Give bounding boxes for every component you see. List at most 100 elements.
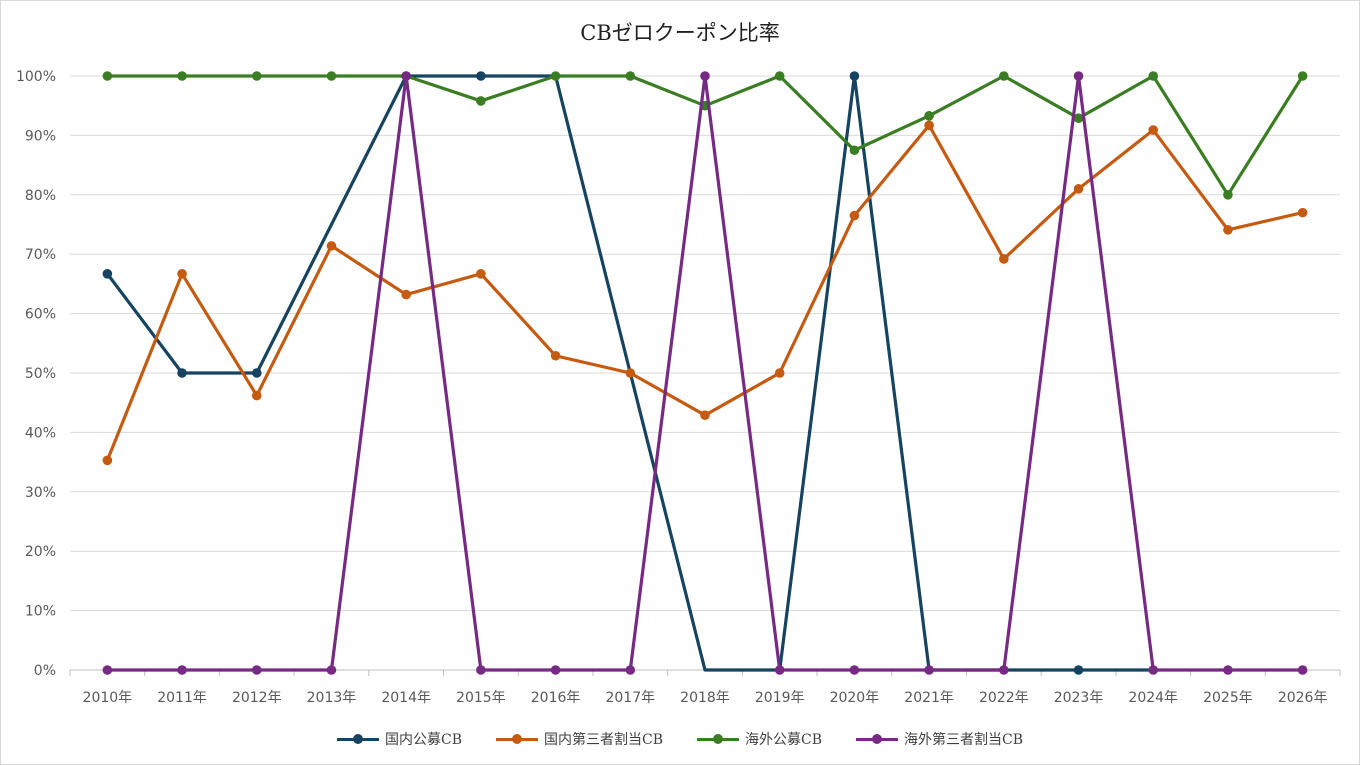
data-point-series-0-10 [849, 71, 860, 81]
y-tick-label-8: 80% [25, 188, 56, 204]
series-group-2 [102, 71, 1308, 200]
x-tick-label-5: 2015年 [456, 690, 506, 706]
series-group-3 [102, 71, 1308, 675]
legend-item-series-2: 海外公募CB [697, 729, 822, 749]
data-point-series-1-9 [774, 368, 785, 378]
data-point-series-2-10 [849, 145, 860, 156]
data-point-series-3-7 [625, 665, 636, 675]
data-point-series-3-12 [999, 665, 1009, 675]
y-tick-label-4: 40% [25, 425, 56, 441]
y-tick-label-0: 0% [34, 663, 56, 679]
data-point-series-2-5 [476, 96, 486, 106]
data-point-series-1-3 [326, 241, 337, 251]
y-tick-label-6: 60% [25, 307, 56, 323]
data-point-series-1-12 [999, 254, 1009, 264]
data-point-series-1-14 [1148, 125, 1159, 135]
data-point-series-2-7 [625, 71, 636, 81]
data-point-series-3-10 [849, 665, 860, 675]
data-point-series-2-0 [102, 71, 113, 81]
legend-label-series-0: 国内公募CB [385, 732, 462, 748]
data-point-series-3-0 [102, 665, 113, 675]
x-tick-label-1: 2011年 [157, 690, 207, 706]
x-tick-label-0: 2010年 [83, 690, 133, 706]
data-point-series-1-11 [924, 120, 934, 131]
axis-layer: 0% 10% 20% 30% 40% 50% 60% 70% 80% 90% 100% 2010年 20… [16, 69, 1341, 706]
data-point-series-1-0 [102, 455, 113, 466]
x-tick-label-15: 2025年 [1203, 690, 1253, 706]
series-layer [102, 71, 1308, 675]
x-tick-label-4: 2014年 [381, 690, 431, 706]
legend-item-series-0: 国内公募CB [337, 729, 462, 749]
data-point-series-3-3 [326, 665, 337, 675]
data-point-series-0-2 [251, 368, 262, 378]
data-point-series-2-16 [1297, 71, 1308, 81]
data-point-series-3-1 [177, 665, 187, 675]
x-tick-label-2: 2012年 [232, 690, 282, 706]
legend: 国内公募CB 国内第三者割当CB 海外公募CB 海外第三者割当CB [1, 729, 1359, 749]
data-point-series-2-2 [251, 71, 262, 81]
data-point-series-2-9 [774, 71, 785, 81]
data-point-series-2-1 [177, 71, 187, 81]
legend-item-series-3: 海外第三者割当CB [856, 729, 1023, 749]
data-point-series-3-6 [550, 665, 561, 675]
data-point-series-1-2 [251, 390, 262, 401]
data-point-series-3-14 [1148, 665, 1159, 675]
data-point-series-2-3 [326, 71, 337, 81]
data-point-series-3-4 [401, 71, 411, 81]
y-tick-label-2: 20% [25, 544, 56, 560]
data-point-series-0-5 [476, 71, 486, 81]
data-point-series-3-2 [251, 665, 262, 675]
data-point-series-1-13 [1073, 184, 1084, 194]
data-point-series-1-4 [401, 289, 411, 300]
data-point-series-2-12 [999, 71, 1009, 81]
chart-title: CBゼロクーポン比率 [580, 21, 780, 45]
x-tick-label-3: 2013年 [307, 690, 357, 706]
data-point-series-2-15 [1223, 190, 1233, 200]
y-tick-label-5: 50% [25, 366, 56, 382]
data-point-series-0-0 [102, 269, 113, 279]
x-tick-label-13: 2023年 [1054, 690, 1104, 706]
data-point-series-1-15 [1223, 225, 1233, 235]
data-point-series-1-7 [625, 368, 636, 378]
legend-item-series-1: 国内第三者割当CB [496, 729, 663, 749]
legend-swatch-series-2 [697, 734, 739, 744]
y-tick-label-7: 70% [25, 247, 56, 263]
data-point-series-3-11 [924, 665, 934, 675]
legend-swatch-series-0 [337, 734, 379, 744]
legend-label-series-2: 海外公募CB [745, 732, 822, 748]
data-point-series-3-16 [1297, 665, 1308, 675]
y-tick-label-3: 30% [25, 485, 56, 501]
data-point-series-1-16 [1297, 207, 1308, 218]
legend-swatch-series-1 [496, 734, 538, 744]
x-tick-label-10: 2020年 [830, 690, 880, 706]
y-tick-label-1: 10% [25, 604, 56, 620]
data-point-series-2-11 [924, 110, 934, 121]
data-point-series-2-14 [1148, 71, 1159, 81]
series-group-1 [102, 120, 1308, 466]
legend-label-series-1: 国内第三者割当CB [544, 732, 663, 748]
y-tick-label-10: 100% [16, 69, 56, 85]
x-tick-label-12: 2022年 [979, 690, 1029, 706]
x-tick-label-7: 2017年 [605, 690, 655, 706]
data-point-series-3-9 [774, 665, 785, 675]
data-point-series-1-1 [177, 269, 187, 279]
y-tick-label-9: 90% [25, 128, 56, 144]
data-point-series-1-8 [700, 410, 710, 420]
series-line-1-0 [105, 123, 1305, 462]
data-point-series-3-13 [1073, 71, 1084, 81]
x-tick-label-6: 2016年 [531, 690, 581, 706]
x-tick-label-9: 2019年 [755, 690, 805, 706]
data-point-series-3-8 [700, 71, 710, 81]
data-point-series-3-5 [476, 665, 486, 675]
legend-swatch-series-3 [856, 734, 898, 744]
data-point-series-1-5 [476, 269, 486, 279]
data-point-series-0-13 [1073, 665, 1084, 675]
data-point-series-1-10 [849, 210, 860, 221]
legend-label-series-3: 海外第三者割当CB [904, 732, 1023, 748]
data-point-series-2-13 [1073, 113, 1084, 123]
data-point-series-0-1 [177, 368, 187, 378]
x-tick-label-11: 2021年 [904, 690, 954, 706]
x-tick-label-16: 2026年 [1278, 690, 1328, 706]
